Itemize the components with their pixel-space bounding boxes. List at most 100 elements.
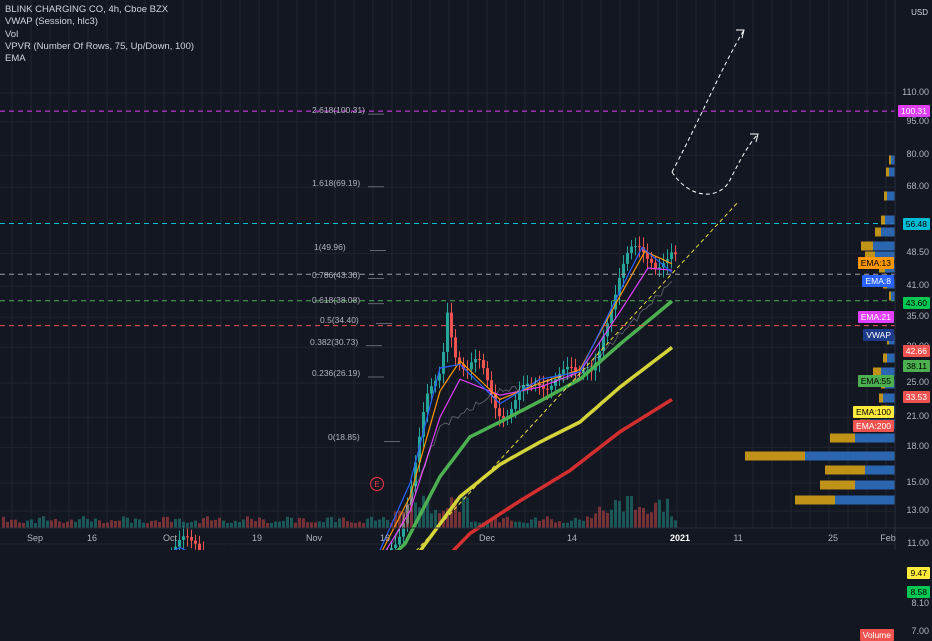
volume-bar	[298, 517, 301, 528]
legend-vol[interactable]: Vol	[5, 28, 19, 40]
volume-bar	[226, 522, 229, 528]
volume-bar	[590, 518, 593, 528]
candle-body	[550, 385, 553, 390]
volume-bar	[354, 523, 357, 528]
candle-body	[546, 388, 549, 390]
volume-bar	[622, 511, 625, 528]
currency-label: USD	[911, 8, 928, 17]
price-tag: EMA:13	[857, 256, 894, 269]
candle-body	[422, 412, 425, 437]
candle-body	[454, 337, 457, 358]
y-tick-label: 11.00	[907, 537, 929, 548]
volume-bar	[266, 522, 269, 528]
candle-body	[610, 309, 613, 324]
candle-body	[518, 391, 521, 401]
volume-bar	[614, 499, 617, 528]
volume-bar	[598, 506, 601, 528]
volume-bar	[502, 518, 505, 528]
volume-bar	[366, 518, 369, 528]
volume-bar	[618, 500, 621, 528]
volume-bar	[162, 517, 165, 528]
volume-bar	[666, 498, 669, 528]
fib-level-label: 2.618(100.31)	[312, 105, 365, 116]
volume-bar	[534, 517, 537, 528]
volume-bar	[210, 520, 213, 528]
vwap-line	[390, 281, 673, 550]
candle-body	[470, 362, 473, 370]
vpvr-bar-down	[884, 191, 887, 201]
volume-bar	[434, 509, 437, 528]
volume-bar	[214, 519, 217, 528]
candle-body	[402, 523, 405, 537]
candle-body	[482, 359, 485, 369]
legend-ema[interactable]: EMA	[5, 53, 26, 65]
volume-bar	[86, 518, 89, 528]
volume-bar	[594, 513, 597, 528]
candle-body	[450, 312, 453, 338]
y-tick-label: 18.00	[906, 441, 929, 452]
legend-vpvr[interactable]: VPVR (Number Of Rows, 75, Up/Down, 100)	[5, 40, 195, 52]
candle-body	[566, 366, 569, 370]
vpvr-bar-down	[820, 480, 855, 490]
vpvr-bar-up	[875, 251, 895, 261]
volume-bar	[426, 500, 429, 528]
projection-arrow-high-head	[736, 29, 745, 39]
x-tick-label: Feb	[880, 533, 896, 543]
volume-bar	[70, 519, 73, 528]
volume-bar	[414, 502, 417, 528]
y-tick-label: 41.00	[906, 280, 929, 291]
volume-bar	[290, 517, 293, 528]
fib-level-label: 0.618(38.08)	[312, 294, 361, 305]
legend-vwap[interactable]: VWAP (Session, hlc3)	[5, 16, 98, 28]
candle-body	[398, 536, 401, 545]
ema100-line	[418, 346, 674, 550]
volume-bar	[646, 513, 649, 528]
price-tag: VWAP	[863, 328, 894, 341]
volume-bar	[6, 521, 9, 528]
volume-bar	[318, 521, 321, 528]
volume-bar	[458, 511, 461, 528]
price-tag: EMA:55	[857, 374, 894, 387]
price-chart[interactable]	[0, 0, 932, 550]
vpvr-bar-down	[889, 155, 891, 165]
candle-body	[634, 246, 637, 248]
volume-bar	[278, 521, 281, 528]
volume-bar	[314, 522, 317, 528]
candle-body	[646, 252, 649, 259]
x-tick-label: Oct	[162, 533, 178, 543]
candle-body	[630, 246, 633, 253]
volume-bar	[374, 520, 377, 528]
volume-bar	[118, 520, 121, 528]
ema8-line	[173, 246, 673, 550]
candle-body	[502, 416, 505, 419]
fib-level-label: 0(18.85)	[328, 432, 360, 443]
volume-bar	[158, 521, 161, 528]
trend-line	[416, 201, 739, 550]
price-tag: 100.31	[898, 105, 930, 118]
candle-body	[514, 400, 517, 409]
fib-level-label: 0.786(43.30)	[312, 269, 361, 280]
candle-body	[394, 544, 397, 549]
volume-bar	[274, 521, 277, 528]
earnings-marker[interactable]: E	[370, 477, 384, 491]
volume-bar	[342, 517, 345, 528]
ema200-line	[451, 397, 674, 550]
vpvr-bar-up	[883, 393, 895, 403]
volume-bar	[526, 523, 529, 528]
candle-body	[418, 436, 421, 463]
volume-bar	[638, 506, 641, 528]
volume-bar	[218, 517, 221, 528]
legend-title[interactable]: BLINK CHARGING CO, 4h, Cboe BZX	[5, 4, 169, 15]
volume-bar	[46, 520, 49, 528]
volume-bar	[170, 522, 173, 528]
candle-body	[430, 386, 433, 394]
candle-body	[414, 462, 417, 487]
volume-bar	[234, 520, 237, 528]
volume-bar	[206, 516, 209, 528]
volume-bar	[498, 522, 501, 528]
fib-level-label: 1(49.96)	[314, 241, 346, 252]
projection-arrow-pullback-head	[750, 133, 759, 143]
volume-bar	[62, 523, 65, 528]
vpvr-bar-up	[835, 495, 895, 505]
projection-arrow-high	[671, 29, 745, 173]
